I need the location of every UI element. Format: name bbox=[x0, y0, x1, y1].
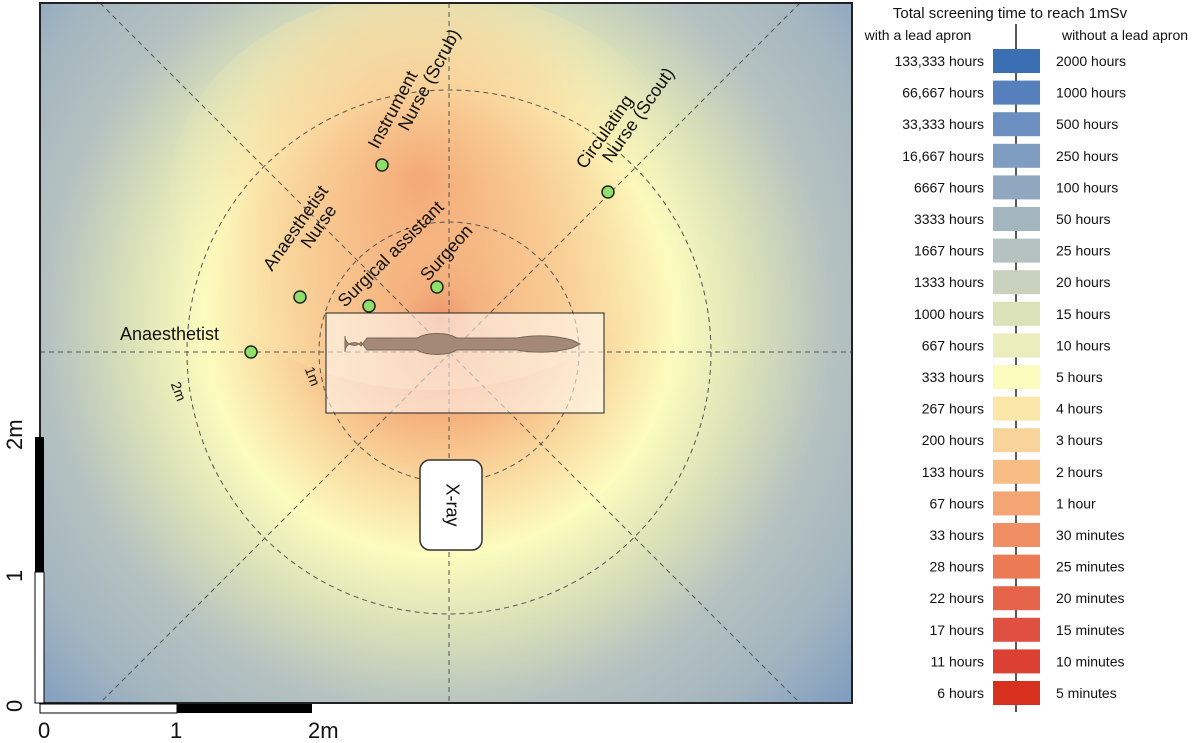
legend-without: 10 minutes bbox=[1056, 653, 1124, 669]
legend-without: 100 hours bbox=[1056, 179, 1118, 195]
legend-with: 6667 hours bbox=[914, 179, 984, 195]
staff-markers bbox=[244, 158, 615, 359]
legend-with: 200 hours bbox=[922, 432, 984, 448]
legend-without: 20 hours bbox=[1056, 274, 1110, 290]
legend-with: 1000 hours bbox=[914, 306, 984, 322]
y-scale: 0 1 2m bbox=[2, 419, 45, 712]
xray-label: X-ray bbox=[442, 483, 462, 526]
legend-swatch bbox=[993, 523, 1040, 547]
legend-swatch bbox=[993, 428, 1040, 453]
legend-swatch bbox=[993, 681, 1040, 705]
legend-swatch bbox=[993, 49, 1040, 73]
legend-without: 500 hours bbox=[1056, 116, 1118, 132]
scale-label: 1 bbox=[170, 718, 182, 743]
legend-swatch bbox=[993, 143, 1040, 168]
legend-swatch bbox=[993, 301, 1040, 326]
legend-with: 3333 hours bbox=[914, 211, 984, 227]
legend-swatch bbox=[993, 396, 1040, 421]
legend-without: 25 hours bbox=[1056, 243, 1110, 259]
scale-label: 2m bbox=[2, 419, 27, 450]
legend-without: 5 minutes bbox=[1056, 685, 1117, 701]
legend-swatch bbox=[993, 333, 1040, 358]
legend-with: 133 hours bbox=[922, 464, 984, 480]
legend-without: 20 minutes bbox=[1056, 590, 1124, 606]
legend-swatch bbox=[993, 270, 1040, 295]
legend-with: 66,667 hours bbox=[902, 85, 984, 101]
legend-with: 28 hours bbox=[930, 559, 984, 575]
scale-label: 0 bbox=[2, 700, 27, 712]
legend-swatch bbox=[993, 175, 1040, 200]
legend-without: 30 minutes bbox=[1056, 527, 1124, 543]
legend-with: 133,333 hours bbox=[894, 53, 984, 69]
ring-label: 2m bbox=[168, 379, 190, 403]
legend-swatch bbox=[993, 80, 1040, 105]
legend-swatch bbox=[993, 365, 1040, 389]
legend-with: 33,333 hours bbox=[902, 116, 984, 132]
legend-without: 5 hours bbox=[1056, 369, 1103, 385]
role-label: Anaesthetist bbox=[120, 324, 219, 344]
xray-box bbox=[419, 459, 483, 551]
legend-without: 15 minutes bbox=[1056, 622, 1124, 638]
legend-without: 1000 hours bbox=[1056, 85, 1126, 101]
legend-swatch bbox=[993, 554, 1040, 579]
legend-without: 4 hours bbox=[1056, 401, 1103, 417]
legend-with: 22 hours bbox=[930, 590, 984, 606]
x-scale: 0 1 2m bbox=[38, 703, 339, 743]
legend-swatch bbox=[993, 586, 1040, 611]
room-border bbox=[39, 2, 853, 704]
table bbox=[325, 312, 605, 414]
scale-label: 1 bbox=[2, 570, 27, 582]
legend-swatch bbox=[993, 649, 1040, 674]
legend-with: 1667 hours bbox=[914, 243, 984, 259]
legend-swatch bbox=[993, 207, 1040, 231]
legend-swatch bbox=[993, 459, 1040, 484]
legend-with: 6 hours bbox=[937, 685, 984, 701]
scale-label: 0 bbox=[38, 718, 50, 743]
legend-without: 250 hours bbox=[1056, 148, 1118, 164]
legend-swatch bbox=[993, 491, 1040, 516]
legend-without: 2000 hours bbox=[1056, 53, 1126, 69]
scale-label: 2m bbox=[308, 718, 339, 743]
legend-with: 333 hours bbox=[922, 369, 984, 385]
legend-with: 17 hours bbox=[930, 622, 984, 638]
legend-with: 33 hours bbox=[930, 527, 984, 543]
ring-label: 1m bbox=[302, 364, 324, 388]
legend-swatch bbox=[993, 238, 1040, 263]
legend-without: 2 hours bbox=[1056, 464, 1103, 480]
legend: Total screening time to reach 1mSv with … bbox=[864, 5, 1188, 712]
legend-swatch bbox=[993, 112, 1040, 137]
legend-with: 667 hours bbox=[922, 337, 984, 353]
legend-with: 1333 hours bbox=[914, 274, 984, 290]
legend-header: with a lead apron bbox=[864, 27, 972, 43]
legend-header: without a lead apron bbox=[1061, 27, 1188, 43]
legend-without: 1 hour bbox=[1056, 495, 1096, 511]
legend-title: Total screening time to reach 1mSv bbox=[893, 5, 1128, 22]
legend-without: 25 minutes bbox=[1056, 559, 1124, 575]
legend-without: 10 hours bbox=[1056, 337, 1110, 353]
legend-with: 67 hours bbox=[930, 495, 984, 511]
legend-with: 267 hours bbox=[922, 401, 984, 417]
patient bbox=[344, 333, 582, 355]
legend-with: 11 hours bbox=[931, 653, 984, 669]
legend-swatch bbox=[993, 617, 1040, 642]
legend-without: 50 hours bbox=[1056, 211, 1110, 227]
legend-with: 16,667 hours bbox=[902, 148, 984, 164]
legend-without: 15 hours bbox=[1056, 306, 1110, 322]
legend-without: 3 hours bbox=[1056, 432, 1103, 448]
